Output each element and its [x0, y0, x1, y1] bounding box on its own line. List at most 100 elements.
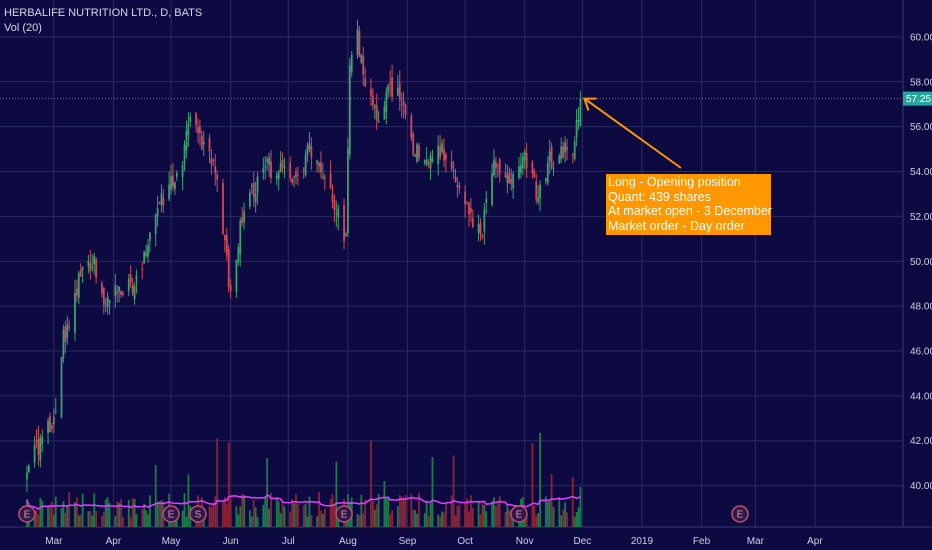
candle-body: [535, 181, 538, 199]
volume-bar: [425, 501, 428, 527]
volume-bar: [158, 501, 161, 527]
volume-bar: [491, 500, 493, 527]
candle-body: [214, 166, 217, 173]
volume-bar: [39, 497, 42, 527]
candle-body: [362, 56, 365, 75]
y-tick-label: 54.00: [910, 167, 932, 178]
volume-bar: [222, 502, 224, 527]
candle-body: [477, 224, 480, 233]
volume-bar: [493, 497, 495, 527]
volume-bar: [77, 515, 80, 527]
candle-body: [145, 253, 147, 256]
volume-bar: [333, 505, 336, 527]
x-tick-label: Apr: [106, 536, 122, 547]
y-tick-label: 50.00: [910, 257, 932, 268]
candle-body: [208, 138, 211, 152]
volume-bar: [239, 506, 242, 527]
candle-body: [423, 160, 426, 163]
volume-bar: [268, 508, 270, 527]
volume-bar: [214, 496, 217, 527]
candle-body: [235, 260, 238, 292]
candle-body: [564, 142, 566, 153]
candle-body: [222, 183, 224, 234]
volume-bar: [277, 501, 280, 527]
trade-annotation-box[interactable]: Long - Opening position Quant: 439 share…: [606, 174, 772, 235]
volume-bar: [135, 513, 138, 527]
volume-bar: [445, 502, 447, 527]
volume-bar: [506, 504, 509, 527]
candle-body: [308, 143, 311, 150]
candle-body: [458, 185, 461, 188]
last-price-tag: [903, 91, 932, 106]
volume-bar: [160, 500, 163, 527]
candle-body: [254, 193, 257, 203]
volume-bar: [156, 501, 159, 527]
volume-bar: [375, 504, 378, 527]
candle-body: [391, 77, 393, 97]
candle-body: [356, 29, 359, 55]
candle-body: [320, 162, 322, 173]
symbol-title: HERBALIFE NUTRITION LTD., D, BATS: [4, 7, 203, 19]
candle-body: [293, 175, 295, 177]
earnings-marker: E: [510, 505, 528, 523]
candle-body: [431, 158, 434, 162]
candle-body: [510, 179, 513, 184]
volume-bar: [360, 494, 363, 527]
candle-body: [481, 236, 484, 238]
earnings-marker-circle: [335, 505, 353, 523]
candle-body: [550, 147, 553, 168]
volume-bar: [41, 500, 44, 527]
candle-body: [122, 292, 124, 295]
volume-bar: [114, 515, 117, 527]
volume-bar: [523, 515, 526, 527]
candle-body: [439, 146, 442, 158]
candle-body: [74, 292, 76, 333]
volume-bar: [95, 510, 97, 527]
volume-bar: [210, 507, 213, 527]
candle-body: [346, 148, 349, 233]
candle-body: [375, 105, 378, 121]
volume-bar: [443, 512, 445, 527]
candle-body: [387, 84, 390, 92]
volume-bar: [466, 498, 468, 527]
volume-bar: [102, 512, 105, 527]
volume-bar: [127, 499, 130, 527]
volume-bar: [243, 494, 245, 527]
candle-body: [270, 161, 272, 178]
volume-bar: [310, 515, 313, 527]
candle-body: [370, 89, 372, 96]
candle-body: [508, 172, 511, 184]
candle-body: [158, 202, 161, 204]
candle-body: [100, 283, 103, 293]
volume-bar: [104, 499, 107, 527]
candle-body: [127, 278, 130, 292]
volume-bar: [427, 515, 430, 527]
candle-body: [106, 296, 109, 307]
candle-body: [262, 168, 265, 173]
candle-body: [264, 166, 267, 168]
earnings-marker-letter: E: [168, 510, 175, 521]
volume-bar: [469, 495, 472, 527]
candle-body: [95, 259, 97, 278]
candle-body: [187, 123, 190, 135]
candle-body: [248, 192, 251, 207]
candle-body: [539, 184, 541, 199]
candle-body: [321, 176, 324, 178]
volume-bar: [75, 497, 78, 527]
candle-body: [281, 159, 284, 167]
candle-body: [77, 272, 80, 298]
candle-body: [383, 106, 386, 120]
volume-bar: [62, 501, 65, 527]
candle-body: [345, 233, 347, 236]
x-tick-label: Jun: [223, 536, 239, 547]
volume-bar: [577, 507, 580, 527]
candle-body: [135, 275, 138, 282]
volume-bar: [508, 509, 511, 527]
candle-body: [560, 146, 563, 159]
x-tick-label: Oct: [457, 536, 473, 547]
volume-bar: [373, 509, 376, 527]
candle-body: [412, 134, 415, 156]
candle-body: [566, 147, 568, 151]
volume-bar: [254, 507, 257, 527]
